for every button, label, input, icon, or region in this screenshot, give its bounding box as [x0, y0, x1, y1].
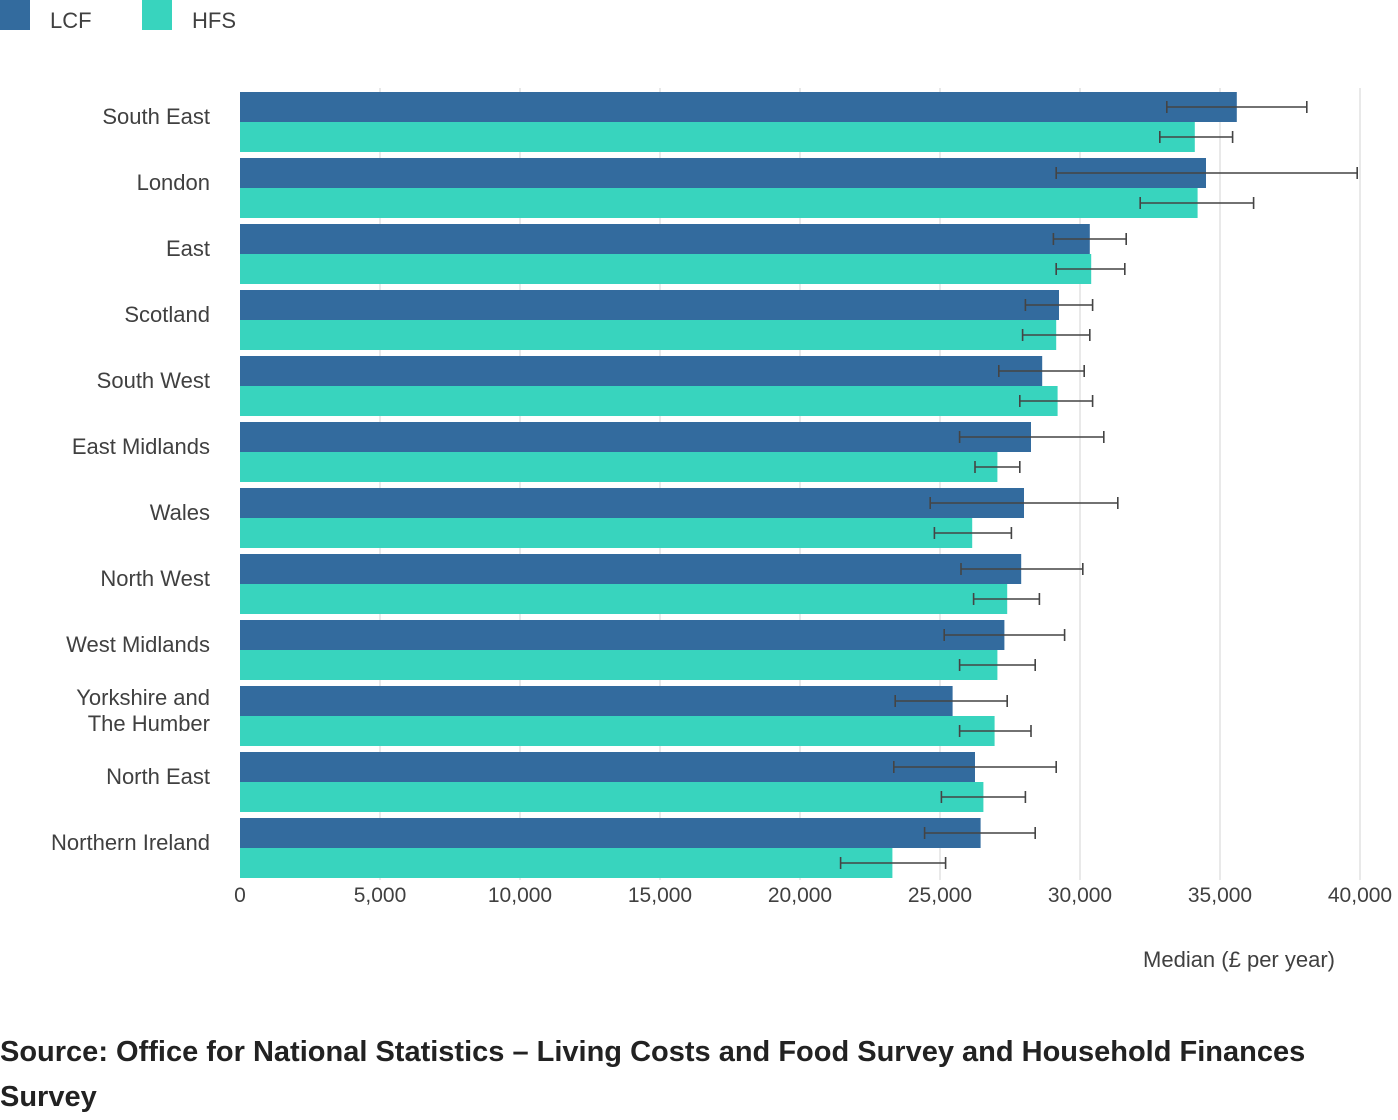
category-label-line: North West	[100, 566, 210, 591]
category-label: East Midlands	[72, 434, 210, 459]
category-label: Scotland	[124, 302, 210, 327]
bar-lcf	[240, 752, 975, 782]
category-label-line: East Midlands	[72, 434, 210, 459]
category-label-line: South West	[97, 368, 210, 393]
category-label: North East	[106, 764, 210, 789]
bar-hfs	[240, 518, 973, 548]
category-label: North West	[100, 566, 210, 591]
category-label-line: East	[166, 236, 210, 261]
legend-swatch-hfs	[142, 0, 172, 30]
category-label: South East	[102, 104, 210, 129]
bar-lcf	[240, 620, 1005, 650]
bar-lcf	[240, 488, 1024, 518]
bar-lcf	[240, 818, 981, 848]
bars	[240, 92, 1237, 878]
legend-swatch-lcf	[0, 0, 30, 30]
bar-hfs	[240, 452, 998, 482]
bar-lcf	[240, 158, 1206, 188]
category-label-line: South East	[102, 104, 210, 129]
x-tick-label: 20,000	[768, 884, 832, 907]
category-label: South West	[97, 368, 210, 393]
bar-hfs	[240, 716, 995, 746]
category-label-line: The Humber	[88, 711, 210, 736]
bar-chart: South East London East Scotland South West Ea…	[51, 88, 1392, 972]
x-tick-label: 25,000	[908, 884, 972, 907]
bar-lcf	[240, 686, 953, 716]
source-note: Source: Office for National Statistics –…	[0, 1036, 1306, 1113]
bar-hfs	[240, 122, 1195, 152]
x-tick-label: 5,000	[354, 884, 407, 907]
x-tick-label: 30,000	[1048, 884, 1112, 907]
category-label-line: West Midlands	[66, 632, 210, 657]
category-label: Wales	[150, 500, 210, 525]
legend-label-hfs: HFS	[192, 8, 236, 33]
bar-lcf	[240, 290, 1059, 320]
bar-hfs	[240, 650, 998, 680]
category-label-line: Wales	[150, 500, 210, 525]
category-label-line: North East	[106, 764, 210, 789]
category-labels: South East London East Scotland South West Ea…	[51, 104, 210, 855]
bar-hfs	[240, 848, 893, 878]
category-label-line: London	[137, 170, 210, 195]
category-label: East	[166, 236, 210, 261]
bar-hfs	[240, 584, 1008, 614]
bar-hfs	[240, 254, 1092, 284]
legend-label-lcf: LCF	[50, 8, 92, 33]
error-bars	[839, 101, 1358, 869]
category-label: London	[137, 170, 210, 195]
category-label-line: Northern Ireland	[51, 830, 210, 855]
category-label: Yorkshire and The Humber	[76, 685, 210, 736]
bar-hfs	[240, 782, 984, 812]
x-tick-label: 10,000	[488, 884, 552, 907]
gridlines	[379, 88, 1361, 880]
bar-hfs	[240, 320, 1057, 350]
category-label-line: Scotland	[124, 302, 210, 327]
bar-lcf	[240, 224, 1090, 254]
bar-hfs	[240, 386, 1058, 416]
category-label-line: Yorkshire and	[76, 685, 210, 710]
bar-lcf	[240, 554, 1022, 584]
x-tick-label: 15,000	[628, 884, 692, 907]
x-tick-labels: 0 5,000 10,000 15,000 20,000 25,000 30,000 35,0…	[234, 884, 1392, 907]
bar-lcf	[240, 92, 1237, 122]
x-tick-label: 0	[234, 884, 246, 907]
x-tick-label: 40,000	[1328, 884, 1392, 907]
category-label: Northern Ireland	[51, 830, 210, 855]
category-label: West Midlands	[66, 632, 210, 657]
bar-lcf	[240, 422, 1031, 452]
bar-hfs	[240, 188, 1198, 218]
bar-lcf	[240, 356, 1043, 386]
x-axis-title: Median (£ per year)	[1143, 947, 1335, 972]
x-tick-label: 35,000	[1188, 884, 1252, 907]
